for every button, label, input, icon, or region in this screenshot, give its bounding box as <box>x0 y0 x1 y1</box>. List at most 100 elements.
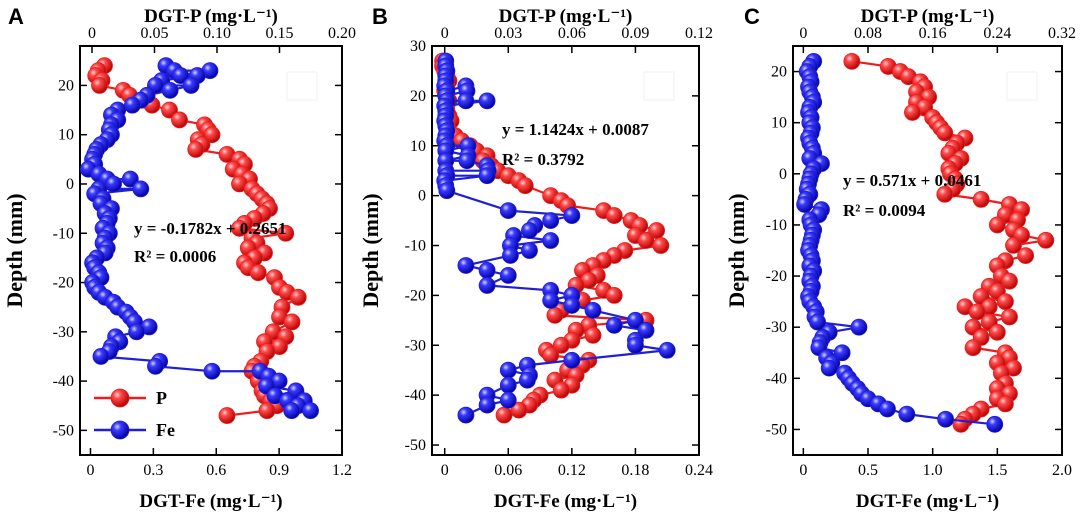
data-point-fe <box>563 296 581 314</box>
data-point-fe <box>809 313 826 331</box>
panel-c: 0 0.08 0.16 0.24 0.32 0 0.5 1.0 1.5 2.0 20 10 0 -10 -2… <box>724 4 1076 512</box>
bottom-tick-label: 1.5 <box>987 462 1007 479</box>
data-point-p <box>516 177 534 195</box>
data-point-fe <box>499 361 517 379</box>
bottom-tick-label: 0 <box>86 462 94 479</box>
data-point-p <box>542 346 560 364</box>
legend-label-fe: Fe <box>156 420 175 440</box>
bottom-tick-label: 0.6 <box>206 462 226 479</box>
data-point-p <box>605 286 623 304</box>
data-point-p <box>637 232 655 249</box>
data-point-p <box>1037 231 1055 249</box>
panel-a: 0 0.05 0.10 0.15 0.20 0 0.3 0.6 0.9 1.2 20 10 0 -10 -2… <box>2 4 356 512</box>
series-p <box>843 52 1055 433</box>
r-squared: R² = 0.0006 <box>134 247 216 266</box>
data-point-p <box>988 216 1006 234</box>
y-axis-title: Depth (mm) <box>724 193 749 307</box>
data-point-p <box>997 395 1014 413</box>
y-tick-label: 10 <box>58 127 74 144</box>
data-point-fe <box>820 359 838 377</box>
y-tick-label: 0 <box>779 166 787 183</box>
data-point-fe <box>879 400 896 418</box>
bottom-tick-label: 0.9 <box>269 462 289 479</box>
data-point-fe <box>182 77 200 94</box>
y-tick-label: -40 <box>405 387 426 404</box>
y-tick-label: -10 <box>766 217 787 234</box>
y-tick-label: 20 <box>771 64 787 81</box>
data-point-p <box>843 52 861 70</box>
data-point-fe <box>584 301 602 319</box>
data-point-fe <box>478 167 496 185</box>
data-point-fe <box>521 222 538 239</box>
top-axis-title: DGT-P (mg·L⁻¹) <box>861 6 995 27</box>
regression-equation: y = 1.1424x + 0.0087 <box>502 120 649 139</box>
data-point-p <box>289 288 307 306</box>
data-point-p <box>495 406 513 424</box>
y-tick-label: -20 <box>766 268 787 285</box>
data-point-fe <box>627 336 644 354</box>
data-point-p <box>605 207 623 224</box>
legend-marker-fe <box>110 420 130 440</box>
data-point-p <box>552 381 570 399</box>
y-tick-label: -20 <box>53 275 74 292</box>
data-point-fe <box>796 196 814 213</box>
data-point-fe <box>123 96 141 114</box>
data-point-p <box>652 237 670 254</box>
data-point-fe <box>438 182 456 200</box>
bottom-axis-title: DGT-Fe (mg·L⁻¹) <box>494 491 637 512</box>
r-squared: R² = 0.3792 <box>502 150 584 169</box>
data-point-p <box>258 402 276 420</box>
data-point-fe <box>502 247 519 264</box>
data-point-fe <box>542 212 560 229</box>
data-point-fe <box>172 67 190 84</box>
panel-letter: B <box>372 4 388 29</box>
bottom-tick-label: 2.0 <box>1052 462 1072 479</box>
data-point-fe <box>302 402 319 420</box>
top-tick-label: 0 <box>88 25 96 42</box>
y-tick-label: -10 <box>405 238 426 255</box>
data-point-fe <box>457 92 475 110</box>
panel-b: 0 0.03 0.06 0.09 0.12 0 0.06 0.12 0.18 0.24 30 20 10… <box>358 4 713 512</box>
data-point-fe <box>499 391 517 409</box>
legend-marker-p <box>110 388 130 408</box>
data-point-fe <box>518 371 536 389</box>
data-point-p <box>249 264 267 282</box>
data-point-fe <box>457 406 475 424</box>
blank-box <box>643 71 675 101</box>
data-point-fe <box>521 242 538 259</box>
bottom-axis-title: DGT-Fe (mg·L⁻¹) <box>139 491 282 512</box>
panel-letter: A <box>8 4 24 29</box>
r-squared: R² = 0.0094 <box>843 201 926 220</box>
data-point-fe <box>658 341 676 359</box>
top-tick-label: 0.20 <box>328 25 356 42</box>
y-tick-label: -30 <box>53 324 74 341</box>
bottom-tick-label: 0.24 <box>685 462 713 479</box>
data-point-p <box>936 185 954 203</box>
bottom-tick-label: 1.2 <box>332 462 352 479</box>
y-tick-label: -20 <box>405 287 426 304</box>
top-tick-label: 0.32 <box>1048 25 1076 42</box>
data-point-p <box>964 339 982 357</box>
data-point-p <box>936 124 954 142</box>
y-tick-label: -50 <box>53 422 74 439</box>
bottom-tick-label: 0.06 <box>494 462 522 479</box>
y-tick-label: -10 <box>53 225 74 242</box>
data-point-fe <box>499 267 517 284</box>
data-point-fe <box>499 376 517 394</box>
data-point-fe <box>147 357 164 375</box>
top-tick-label: 0.16 <box>919 25 947 42</box>
data-point-fe <box>478 92 496 110</box>
data-point-fe <box>850 318 868 336</box>
bottom-tick-label: 0.5 <box>858 462 878 479</box>
series-line-segment <box>446 189 509 212</box>
y-tick-label: -40 <box>766 370 787 387</box>
top-tick-label: 0.24 <box>983 25 1011 42</box>
data-point-fe <box>833 344 851 362</box>
data-point-fe <box>478 277 496 294</box>
data-point-p <box>546 306 564 324</box>
series-fe <box>79 57 319 420</box>
data-point-fe <box>457 257 475 274</box>
y-tick-label: 20 <box>58 77 74 94</box>
legend-label-p: P <box>156 388 167 408</box>
